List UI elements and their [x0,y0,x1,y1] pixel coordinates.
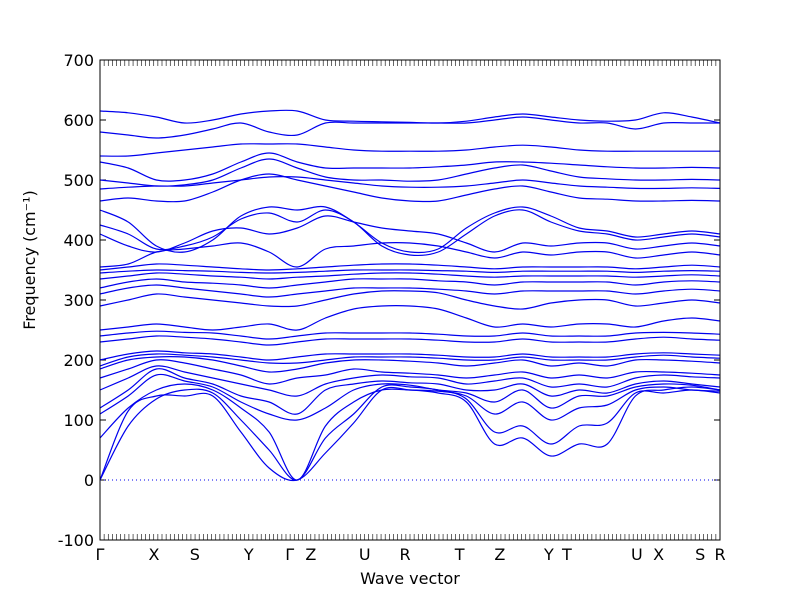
band-line-20 [99,215,721,253]
y-tick-label: 300 [63,291,94,310]
band-line-16 [99,272,721,280]
x-tick-label: Z [305,545,316,564]
x-tick-label: Y [243,545,254,564]
x-tick-label: Γ [285,545,294,564]
band-line-14 [99,284,721,298]
x-tick-label: T [561,545,572,564]
band-line-13 [99,290,721,310]
y-tick-label: -100 [58,531,94,550]
y-tick-label: 400 [63,231,94,250]
band-line-1 [99,384,721,481]
x-tick-label: S [190,545,200,564]
y-tick-label: 600 [63,111,94,130]
band-line-23 [99,173,721,203]
y-tick-label: 500 [63,171,94,190]
band-line-27 [99,143,720,157]
x-tick-label: U [359,545,371,564]
x-axis-label: Wave vector [360,569,460,588]
band-line-29 [99,109,721,124]
band-line-4 [99,368,721,415]
y-tick-label: 200 [63,351,94,370]
band-line-22 [99,205,721,254]
band-line-24 [99,176,721,190]
x-tick-label: X [148,545,159,564]
band-line-5 [99,365,721,397]
x-tick-label: Γ [96,545,105,564]
y-tick-label: 700 [63,51,94,70]
band-line-15 [99,278,721,289]
y-tick-label: 0 [84,471,94,490]
band-line-17 [99,269,721,274]
tick-marks [99,59,721,541]
x-tick-label: R [399,545,410,564]
x-tick-label: X [653,545,664,564]
band-line-11 [99,330,721,340]
x-tick-label: R [714,545,725,564]
band-line-26 [99,152,721,182]
x-tick-label: U [631,545,643,564]
band-line-7 [99,356,721,373]
band-line-18 [99,263,721,271]
x-tick-label: Z [494,545,505,564]
band-line-19 [99,242,721,268]
x-tick-label: S [695,545,705,564]
band-line-2 [99,383,721,481]
band-line-10 [99,335,721,346]
band-line-6 [99,359,721,385]
y-tick-labels: -100 0 100 200 300 400 500 600 700 [58,51,94,550]
y-axis-label: Frequency (cm⁻¹) [20,190,39,329]
band-line-9 [99,350,721,361]
band-line-28 [99,116,720,139]
band-line-3 [99,373,721,421]
band-line-21 [99,209,721,257]
band-line-12 [99,305,721,331]
y-tick-label: 100 [63,411,94,430]
x-tick-label: Y [543,545,554,564]
x-tick-label: T [454,545,465,564]
band-line-8 [99,353,721,367]
series-layer [99,109,721,482]
band-line-25 [99,158,721,187]
plot-frame [99,59,721,541]
